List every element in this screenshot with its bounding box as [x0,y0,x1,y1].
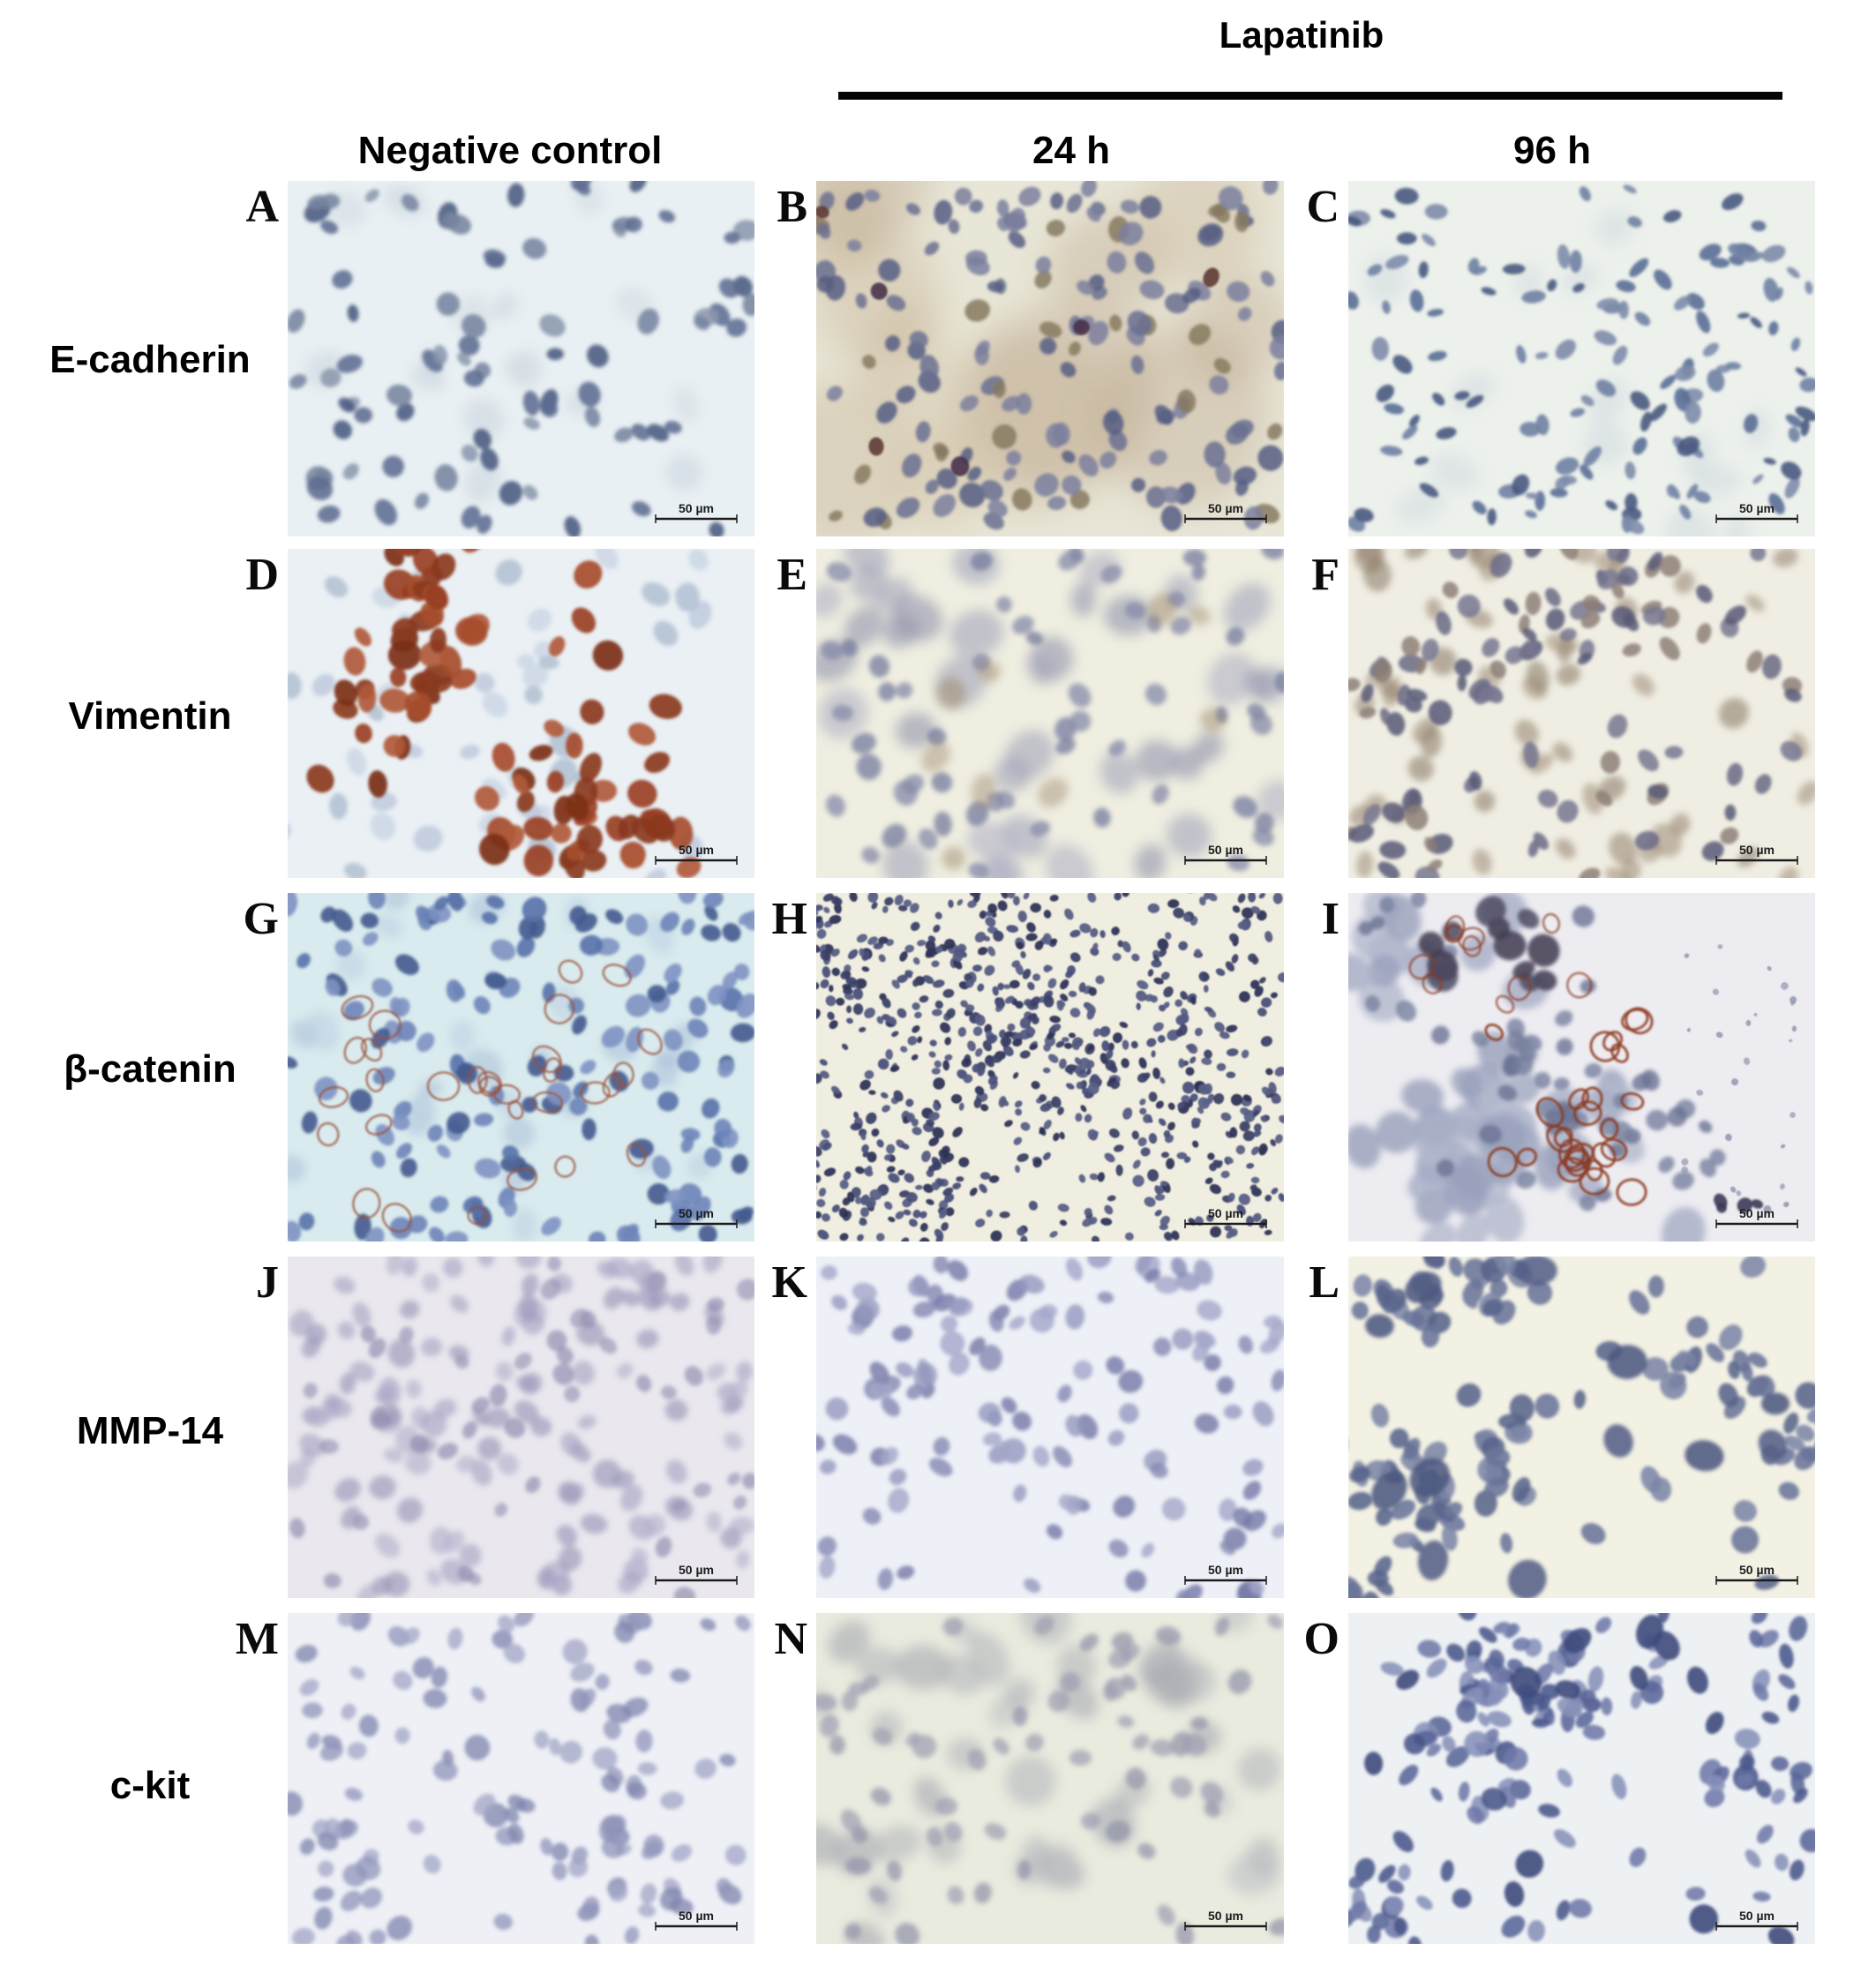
scale-bar-G: 50 µm [655,1206,738,1228]
panel-F-label: F [1311,550,1339,600]
micrograph-image-J: 50 µm [288,1257,754,1598]
panel-D-micrograph: 50 µm [288,549,754,878]
column-header-negative-control: Negative control [357,129,663,172]
scale-bar-label-H: 50 µm [1208,1206,1243,1220]
panel-H-micrograph: 50 µm [816,893,1284,1242]
scale-bar-A: 50 µm [655,501,738,523]
panel-N-micrograph: 50 µm [816,1613,1284,1944]
scale-bar-F: 50 µm [1715,843,1798,865]
micrograph-image-C: 50 µm [1348,181,1815,536]
scale-bar-C: 50 µm [1715,501,1798,523]
row-label-e-cadherin: E-cadherin [49,338,251,381]
panel-C-label: C [1306,182,1339,232]
panel-E-micrograph: 50 µm [816,549,1284,878]
column-header-24h: 24 h [1032,129,1111,172]
micrograph-image-E: 50 µm [816,549,1284,878]
scale-bar-label-F: 50 µm [1739,843,1775,857]
scale-bar-label-J: 50 µm [679,1563,714,1577]
scale-bar-label-E: 50 µm [1208,843,1243,857]
row-label-beta-catenin: β-catenin [64,1047,236,1091]
scale-bar-J: 50 µm [655,1563,738,1585]
micrograph-image-F: 50 µm [1348,549,1815,878]
panel-G-micrograph: 50 µm [288,893,754,1242]
panel-D-label: D [245,550,279,600]
scale-bar-E: 50 µm [1184,843,1267,865]
panel-K-label: K [771,1257,807,1308]
panel-I-label: I [1321,894,1339,944]
panel-J-micrograph: 50 µm [288,1257,754,1598]
scale-bar-label-G: 50 µm [679,1206,714,1220]
scale-bar-label-O: 50 µm [1739,1909,1775,1923]
panel-M-micrograph: 50 µm [288,1613,754,1944]
panel-A-label: A [245,182,279,232]
panel-E-label: E [777,550,807,600]
panel-O-label: O [1303,1614,1339,1664]
micrograph-image-I: 50 µm [1348,893,1815,1242]
micrograph-image-K: 50 µm [816,1257,1284,1598]
panel-O-micrograph: 50 µm [1348,1613,1815,1944]
panel-I-micrograph: 50 µm [1348,893,1815,1242]
panel-B-micrograph: 50 µm [816,181,1284,536]
scale-bar-O: 50 µm [1715,1909,1798,1931]
panel-G-label: G [243,894,279,944]
scale-bar-M: 50 µm [655,1909,738,1931]
scale-bar-label-L: 50 µm [1739,1563,1775,1577]
scale-bar-label-D: 50 µm [679,843,714,857]
panel-B-label: B [777,182,807,232]
panel-A-micrograph: 50 µm [288,181,754,536]
column-header-96h: 96 h [1512,129,1592,172]
treatment-bracket-line [838,92,1782,100]
scale-bar-N: 50 µm [1184,1909,1267,1931]
row-label-mmp-14: MMP-14 [76,1409,224,1452]
scale-bar-D: 50 µm [655,843,738,865]
scale-bar-H: 50 µm [1184,1206,1267,1228]
scale-bar-label-K: 50 µm [1208,1563,1243,1577]
scale-bar-label-B: 50 µm [1208,501,1243,515]
panel-C-micrograph: 50 µm [1348,181,1815,536]
scale-bar-B: 50 µm [1184,501,1267,523]
panel-L-micrograph: 50 µm [1348,1257,1815,1598]
micrograph-image-A: 50 µm [288,181,754,536]
row-label-c-kit: c-kit [109,1764,191,1807]
micrograph-image-O: 50 µm [1348,1613,1815,1944]
panel-F-micrograph: 50 µm [1348,549,1815,878]
panel-M-label: M [235,1614,279,1664]
micrograph-image-D: 50 µm [288,549,754,878]
panel-J-label: J [256,1257,279,1308]
scale-bar-label-C: 50 µm [1739,501,1775,515]
scale-bar-label-N: 50 µm [1208,1909,1243,1923]
panel-K-micrograph: 50 µm [816,1257,1284,1598]
scale-bar-K: 50 µm [1184,1563,1267,1585]
micrograph-image-B: 50 µm [816,181,1284,536]
scale-bar-label-M: 50 µm [679,1909,714,1923]
micrograph-image-H: 50 µm [816,893,1284,1242]
micrograph-image-N: 50 µm [816,1613,1284,1944]
micrograph-image-G: 50 µm [288,893,754,1242]
micrograph-image-L: 50 µm [1348,1257,1815,1598]
scale-bar-label-I: 50 µm [1739,1206,1775,1220]
scale-bar-I: 50 µm [1715,1206,1798,1228]
panel-L-label: L [1309,1257,1339,1308]
treatment-group-label: Lapatinib [1219,14,1384,56]
panel-H-label: H [771,894,807,944]
row-label-vimentin: Vimentin [68,694,232,738]
panel-N-label: N [774,1614,807,1664]
scale-bar-L: 50 µm [1715,1563,1798,1585]
scale-bar-label-A: 50 µm [679,501,714,515]
micrograph-image-M: 50 µm [288,1613,754,1944]
